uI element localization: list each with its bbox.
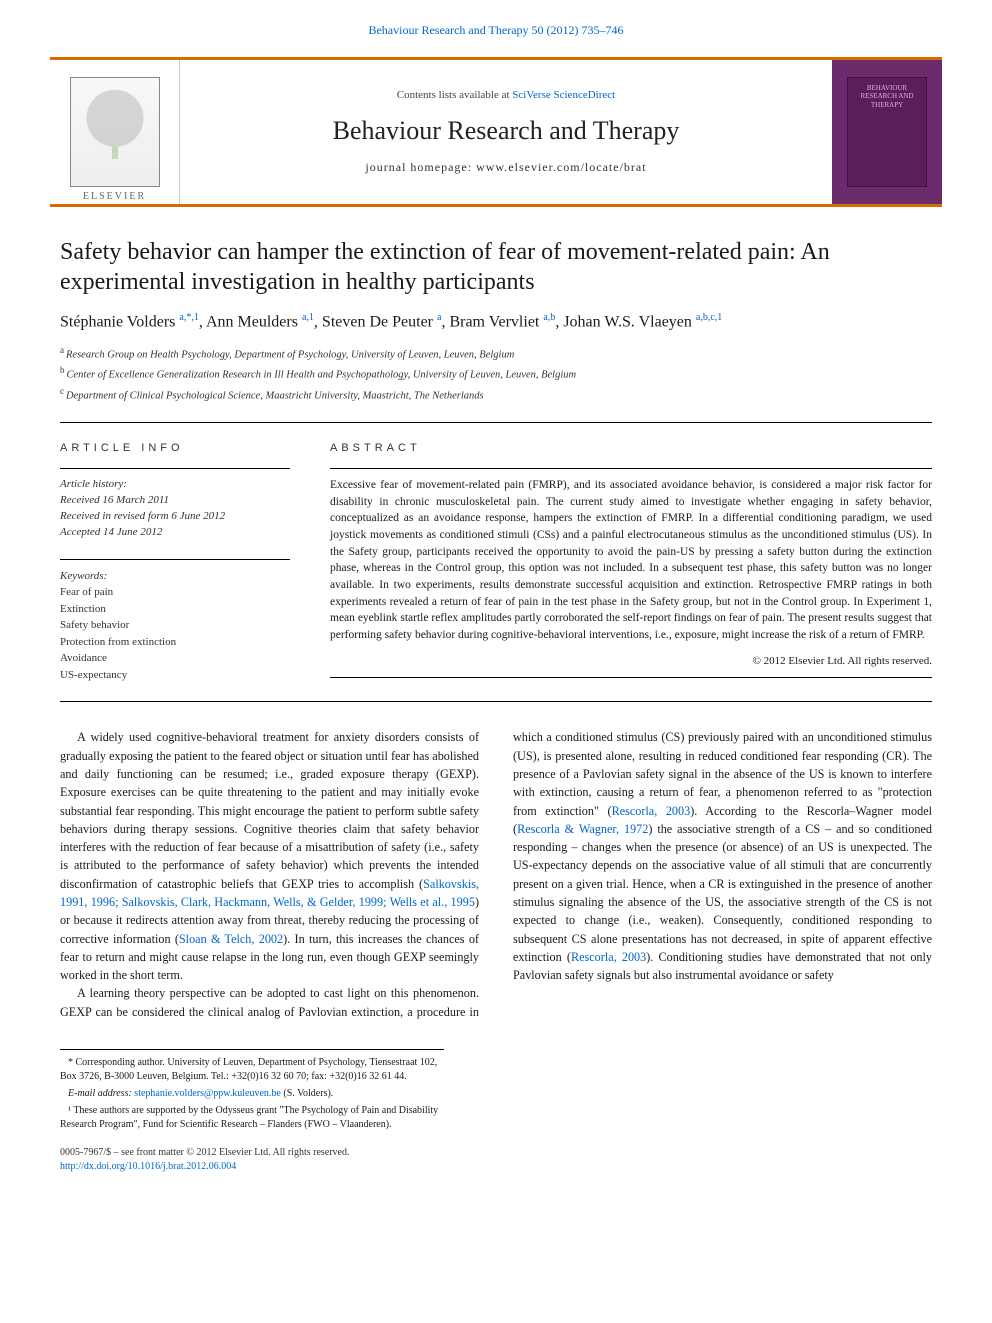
- article-history: Article history: Received 16 March 2011 …: [60, 477, 290, 541]
- homepage-line: journal homepage: www.elsevier.com/locat…: [365, 159, 646, 176]
- citation-link[interactable]: Rescorla & Wagner, 1972: [517, 822, 648, 836]
- citation-link[interactable]: Rescorla, 2003: [571, 950, 646, 964]
- history-accepted: Accepted 14 June 2012: [60, 526, 162, 538]
- footnotes: * Corresponding author. University of Le…: [60, 1049, 444, 1132]
- article-info-column: ARTICLE INFO Article history: Received 1…: [60, 441, 290, 684]
- body-text: A widely used cognitive-behavioral treat…: [60, 728, 932, 1021]
- keyword: Extinction: [60, 601, 290, 618]
- history-label: Article history:: [60, 478, 127, 490]
- issn-copyright: 0005-7967/$ – see front matter © 2012 El…: [60, 1146, 932, 1160]
- divider: [60, 559, 290, 560]
- body-paragraph: A widely used cognitive-behavioral treat…: [60, 728, 479, 984]
- journal-cover-icon: BEHAVIOUR RESEARCH AND THERAPY: [847, 77, 927, 187]
- abstract-heading: ABSTRACT: [330, 441, 932, 456]
- homepage-url[interactable]: www.elsevier.com/locate/brat: [476, 160, 647, 174]
- email-suffix: (S. Volders).: [281, 1088, 333, 1099]
- divider: [60, 468, 290, 469]
- keywords-block: Keywords: Fear of painExtinctionSafety b…: [60, 568, 290, 684]
- banner-center: Contents lists available at SciVerse Sci…: [180, 60, 832, 204]
- keyword: Avoidance: [60, 650, 290, 667]
- divider: [330, 677, 932, 678]
- email-label: E-mail address:: [68, 1088, 134, 1099]
- contents-prefix: Contents lists available at: [397, 89, 512, 101]
- affiliations: aResearch Group on Health Psychology, De…: [60, 344, 932, 404]
- author-list: Stéphanie Volders a,*,1, Ann Meulders a,…: [60, 311, 932, 334]
- sciencedirect-link[interactable]: SciVerse ScienceDirect: [512, 89, 615, 101]
- divider: [330, 468, 932, 469]
- homepage-prefix: journal homepage:: [365, 160, 476, 174]
- publisher-wordmark: ELSEVIER: [71, 190, 159, 204]
- funding-note: ¹ These authors are supported by the Ody…: [60, 1104, 444, 1132]
- history-received: Received 16 March 2011: [60, 494, 169, 506]
- affiliation: cDepartment of Clinical Psychological Sc…: [60, 385, 932, 404]
- body-span: ) the associative strength of a CS – and…: [513, 822, 932, 964]
- cover-thumb-box: BEHAVIOUR RESEARCH AND THERAPY: [832, 60, 942, 204]
- affiliation: bCenter of Excellence Generalization Res…: [60, 364, 932, 383]
- contents-line: Contents lists available at SciVerse Sci…: [397, 88, 615, 103]
- citation-link[interactable]: Sloan & Telch, 2002: [179, 932, 283, 946]
- doi-link[interactable]: http://dx.doi.org/10.1016/j.brat.2012.06…: [60, 1160, 932, 1174]
- keywords-label: Keywords:: [60, 568, 290, 585]
- article-title: Safety behavior can hamper the extinctio…: [60, 237, 932, 297]
- article-content: Safety behavior can hamper the extinctio…: [0, 237, 992, 1132]
- keyword: Safety behavior: [60, 617, 290, 634]
- article-info-heading: ARTICLE INFO: [60, 441, 290, 456]
- history-revised: Received in revised form 6 June 2012: [60, 510, 225, 522]
- divider: [60, 701, 932, 702]
- affiliation: aResearch Group on Health Psychology, De…: [60, 344, 932, 363]
- abstract-column: ABSTRACT Excessive fear of movement-rela…: [330, 441, 932, 684]
- keyword: US-expectancy: [60, 667, 290, 684]
- body-span: A widely used cognitive-behavioral treat…: [60, 730, 479, 890]
- abstract-copyright: © 2012 Elsevier Ltd. All rights reserved…: [330, 654, 932, 669]
- divider: [60, 422, 932, 423]
- info-abstract-row: ARTICLE INFO Article history: Received 1…: [60, 441, 932, 684]
- running-head[interactable]: Behaviour Research and Therapy 50 (2012)…: [0, 0, 992, 57]
- email-line: E-mail address: stephanie.volders@ppw.ku…: [60, 1087, 444, 1101]
- elsevier-tree-icon: ELSEVIER: [70, 77, 160, 187]
- keyword: Protection from extinction: [60, 634, 290, 651]
- keywords-list: Fear of painExtinctionSafety behaviorPro…: [60, 584, 290, 683]
- keyword: Fear of pain: [60, 584, 290, 601]
- publisher-logo-box: ELSEVIER: [50, 60, 180, 204]
- journal-name: Behaviour Research and Therapy: [333, 113, 680, 149]
- citation-link[interactable]: Rescorla, 2003: [612, 804, 691, 818]
- author-email-link[interactable]: stephanie.volders@ppw.kuleuven.be: [134, 1088, 281, 1099]
- front-matter-line: 0005-7967/$ – see front matter © 2012 El…: [60, 1146, 932, 1174]
- journal-banner: ELSEVIER Contents lists available at Sci…: [50, 57, 942, 207]
- abstract-text: Excessive fear of movement-related pain …: [330, 477, 932, 644]
- corresponding-author-note: * Corresponding author. University of Le…: [60, 1056, 444, 1084]
